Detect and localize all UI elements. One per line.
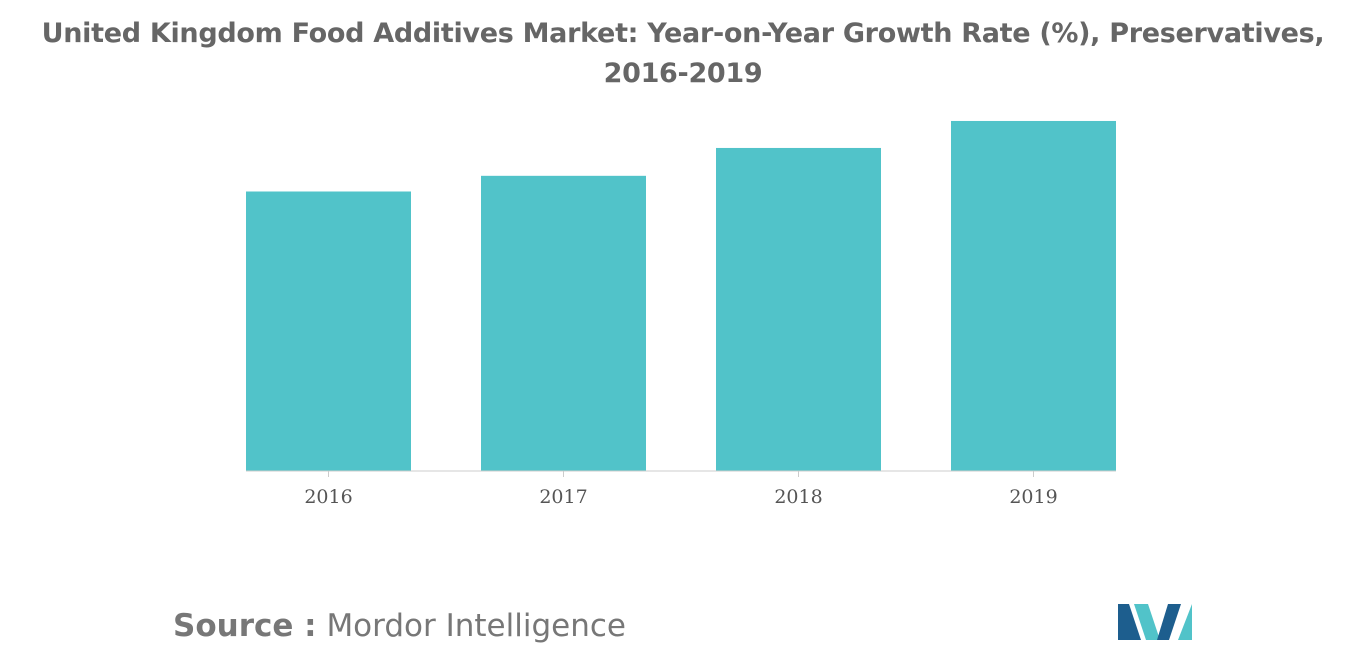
bar-2018 <box>716 147 881 471</box>
mordor-intelligence-logo <box>1118 604 1192 640</box>
chart-title: United Kingdom Food Additives Market: Ye… <box>41 18 1325 89</box>
x-tick-label-2018: 2018 <box>774 486 822 508</box>
bar-2017 <box>481 175 646 471</box>
logo-left-dark <box>1118 604 1141 640</box>
source-prefix: Source : <box>173 608 317 644</box>
source-note: Source : Mordor Intelligence <box>173 606 626 646</box>
logo-middle-light <box>1134 604 1160 640</box>
logo-right-dark <box>1157 604 1181 640</box>
source-name: Mordor Intelligence <box>326 608 626 644</box>
x-tick-label-2019: 2019 <box>1009 486 1057 508</box>
logo-right-light <box>1178 604 1192 640</box>
x-tick-label-2016: 2016 <box>304 486 352 508</box>
bar-2019 <box>951 120 1116 471</box>
bar-2016 <box>246 191 411 471</box>
x-tick-label-2017: 2017 <box>539 486 587 508</box>
